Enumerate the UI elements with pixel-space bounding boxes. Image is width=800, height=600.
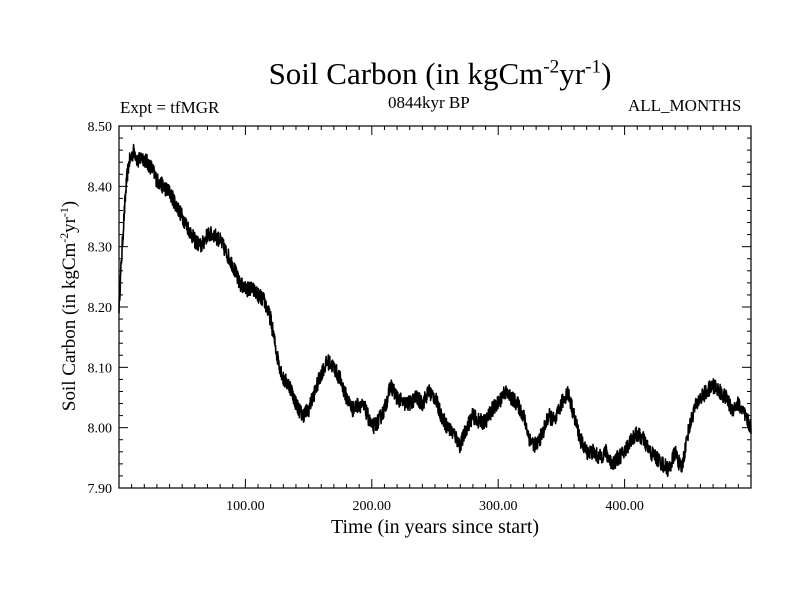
y-tick-label: 8.00 [88,422,113,437]
experiment-label: Expt = tfMGR [120,98,220,117]
chart-title: Soil Carbon (in kgCm-2yr-1) [268,56,612,91]
x-tick-label: 300.00 [479,499,518,514]
y-axis-label: Soil Carbon (in kgCm-2yr-1) [57,200,80,412]
y-tick-label: 8.20 [88,301,113,316]
y-tick-label: 8.40 [88,180,113,195]
x-tick-label: 200.00 [353,499,392,514]
x-tick-label: 400.00 [605,499,644,514]
x-tick-label: 100.00 [226,499,265,514]
months-label: ALL_MONTHS [628,96,742,115]
series-line-soil-carbon [118,143,752,478]
period-label: 0844kyr BP [388,93,470,112]
y-tick-label: 8.50 [88,120,113,135]
x-axis-label: Time (in years since start) [330,516,540,538]
y-tick-label: 7.90 [88,482,113,497]
plot-frame [118,125,752,489]
y-tick-label: 8.10 [88,361,113,376]
y-tick-label: 8.30 [88,241,113,256]
